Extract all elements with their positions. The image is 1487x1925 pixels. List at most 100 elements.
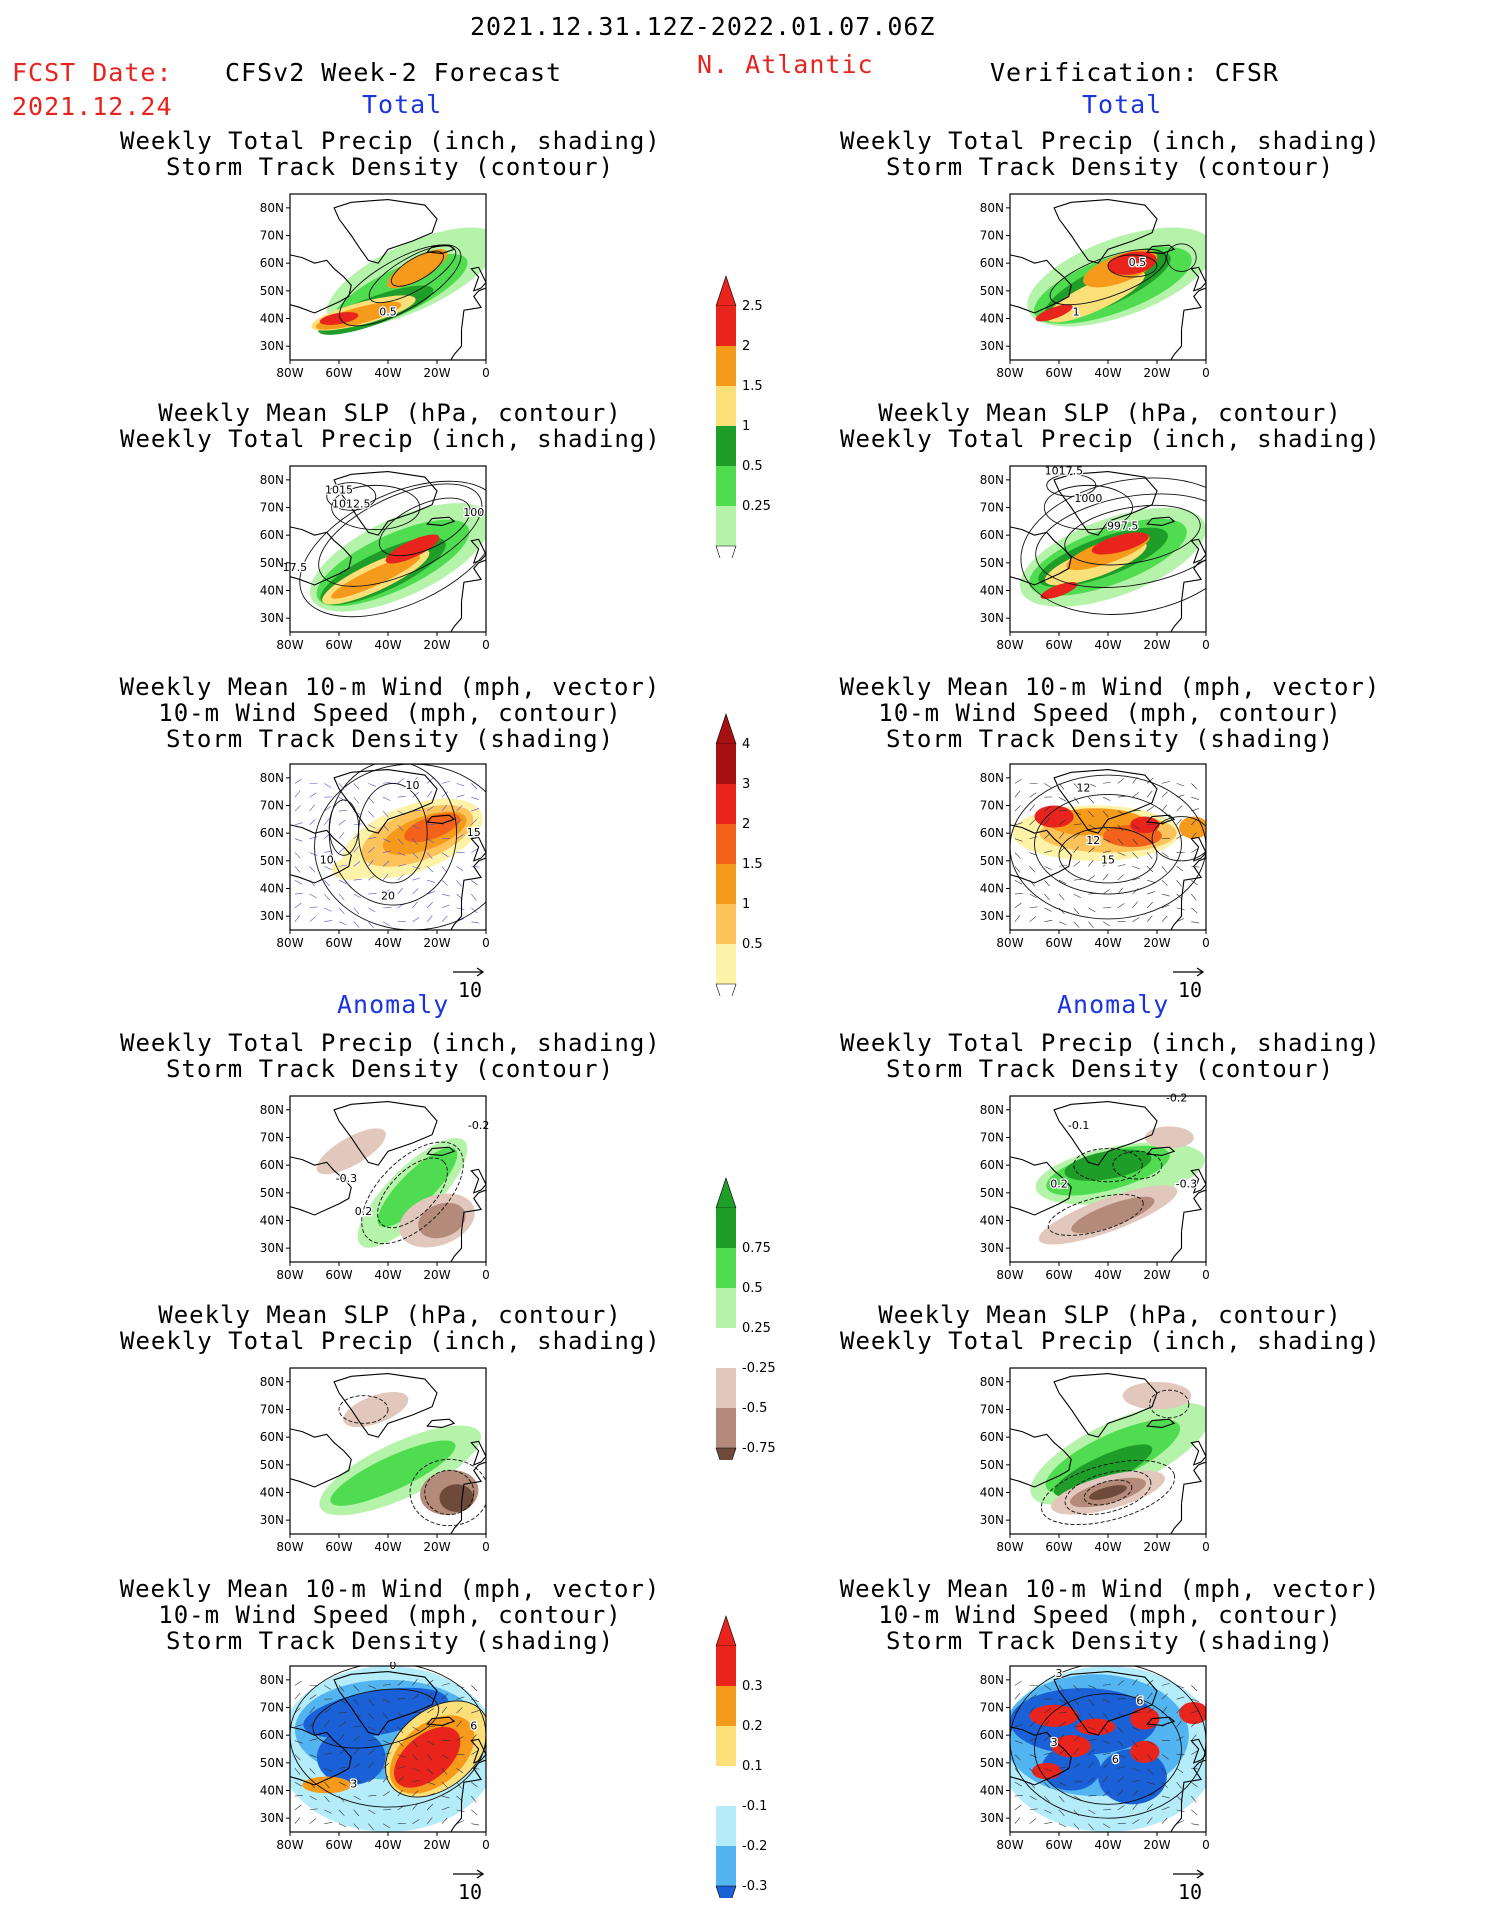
wind-vector <box>1132 866 1141 870</box>
wind-vector <box>1191 1685 1198 1692</box>
wind-vector <box>338 1712 347 1714</box>
wind-vector <box>324 1781 330 1789</box>
wind-vector <box>294 879 302 885</box>
wind-vector <box>1014 866 1021 873</box>
wind-vector <box>1058 1749 1066 1755</box>
map-plot-area <box>1010 1096 1206 1262</box>
wind-vector <box>1029 1808 1038 1811</box>
wind-vector <box>1058 921 1067 926</box>
coastline-iceland <box>1146 814 1176 825</box>
coastline-iceland <box>1146 1716 1176 1727</box>
shading-region <box>1035 304 1073 322</box>
wind-vector <box>1044 879 1050 887</box>
lat-tick-label: 70N <box>260 1701 284 1715</box>
wind-vector <box>294 1692 301 1700</box>
coastline-iceland <box>426 1418 456 1429</box>
wind-vector <box>1146 1692 1153 1700</box>
panel-title-ob-slp-precip: Weekly Mean SLP (hPa, contour) Weekly To… <box>840 399 1381 453</box>
colorbar-arrow-top <box>715 1615 737 1647</box>
wind-vector <box>1044 1795 1050 1803</box>
contour-label: 0.2 <box>355 1205 373 1218</box>
shading-region <box>1032 1762 1062 1780</box>
lon-tick-label: 40W <box>374 936 401 950</box>
contour-line <box>368 245 457 304</box>
wind-vector <box>294 822 303 826</box>
wind-vector <box>1073 1780 1082 1783</box>
wind-vector <box>426 790 433 798</box>
wind-vector <box>456 818 462 826</box>
wind-vector <box>324 907 332 912</box>
lat-tick-label: 60N <box>980 1430 1004 1444</box>
panel-title-fc-slp-precip: Weekly Mean SLP (hPa, contour) Weekly To… <box>120 399 661 453</box>
wind-vector <box>353 1795 361 1801</box>
wind-vector <box>427 1781 435 1785</box>
lon-tick-label: 20W <box>423 1838 450 1852</box>
wind-vector <box>1014 1740 1023 1744</box>
colorbar-swatch <box>716 1726 736 1766</box>
colorbar-swatch <box>716 824 736 864</box>
wind-vector <box>441 1768 448 1775</box>
wind-vector <box>368 847 375 853</box>
wind-vector <box>441 1693 448 1700</box>
wind-vector <box>441 804 448 812</box>
lat-tick-label: 80N <box>980 1103 1004 1117</box>
contour-label: 3 <box>1056 1667 1063 1680</box>
lat-tick-label: 70N <box>980 1403 1004 1417</box>
wind-vector <box>1058 847 1066 853</box>
contour-line <box>328 799 360 856</box>
vector-ref-arrow-ob <box>1173 967 1205 977</box>
wind-vector <box>441 915 448 922</box>
shading-region <box>1071 1196 1155 1234</box>
lat-tick-label: 60N <box>260 528 284 542</box>
wind-vector <box>1191 1720 1198 1728</box>
wind-vector <box>412 838 418 846</box>
lon-tick-label: 80W <box>276 936 303 950</box>
lat-tick-label: 60N <box>260 1158 284 1172</box>
wind-vector <box>1044 1708 1051 1714</box>
wind-vector <box>1014 893 1023 895</box>
wind-vector <box>1088 907 1096 913</box>
shading-region <box>385 534 440 564</box>
wind-vector <box>324 818 330 826</box>
colorbar-label: 4 <box>742 737 750 752</box>
shading-region <box>1098 1749 1167 1805</box>
lon-tick-label: 40W <box>1094 638 1121 652</box>
coastline-africa <box>1170 329 1183 360</box>
wind-vector <box>1146 1754 1153 1761</box>
wind-vector <box>1029 1754 1038 1758</box>
wind-vector <box>1117 838 1124 845</box>
wind-vector <box>309 1754 318 1758</box>
wind-vector <box>338 1734 345 1741</box>
wind-vector <box>456 880 462 887</box>
wind-vector <box>456 1782 462 1789</box>
shading-region <box>1076 1718 1116 1736</box>
wind-vector <box>1176 918 1185 922</box>
wind-vector <box>1088 810 1094 818</box>
lat-tick-label: 30N <box>260 909 284 923</box>
wind-vector <box>1044 1768 1052 1772</box>
contour-line <box>377 1157 448 1229</box>
wind-vector <box>368 783 376 787</box>
wind-vector <box>368 1809 376 1815</box>
lat-tick-label: 30N <box>980 611 1004 625</box>
shading-region <box>1041 1746 1101 1791</box>
wind-vector <box>309 1768 316 1775</box>
contour-line <box>1058 827 1158 884</box>
colorbar-swatch <box>716 1408 736 1448</box>
wind-vector <box>1073 907 1080 915</box>
wind-vector <box>456 1736 464 1741</box>
vector-ref-label-ob: 10 <box>1178 978 1203 1002</box>
wind-vector <box>309 906 318 909</box>
contour-line <box>299 480 486 618</box>
wind-vector <box>1044 920 1053 922</box>
lon-tick-label: 0 <box>1202 366 1210 380</box>
contour-label: 997.5 <box>1107 520 1139 533</box>
wind-vector <box>324 783 332 788</box>
wind-vector <box>397 852 406 856</box>
colorbar-label: -0.75 <box>742 1441 776 1456</box>
wind-vector <box>1088 859 1094 867</box>
wind-vector <box>426 915 433 922</box>
lon-tick-label: 40W <box>374 1268 401 1282</box>
wind-vector <box>294 1724 303 1728</box>
